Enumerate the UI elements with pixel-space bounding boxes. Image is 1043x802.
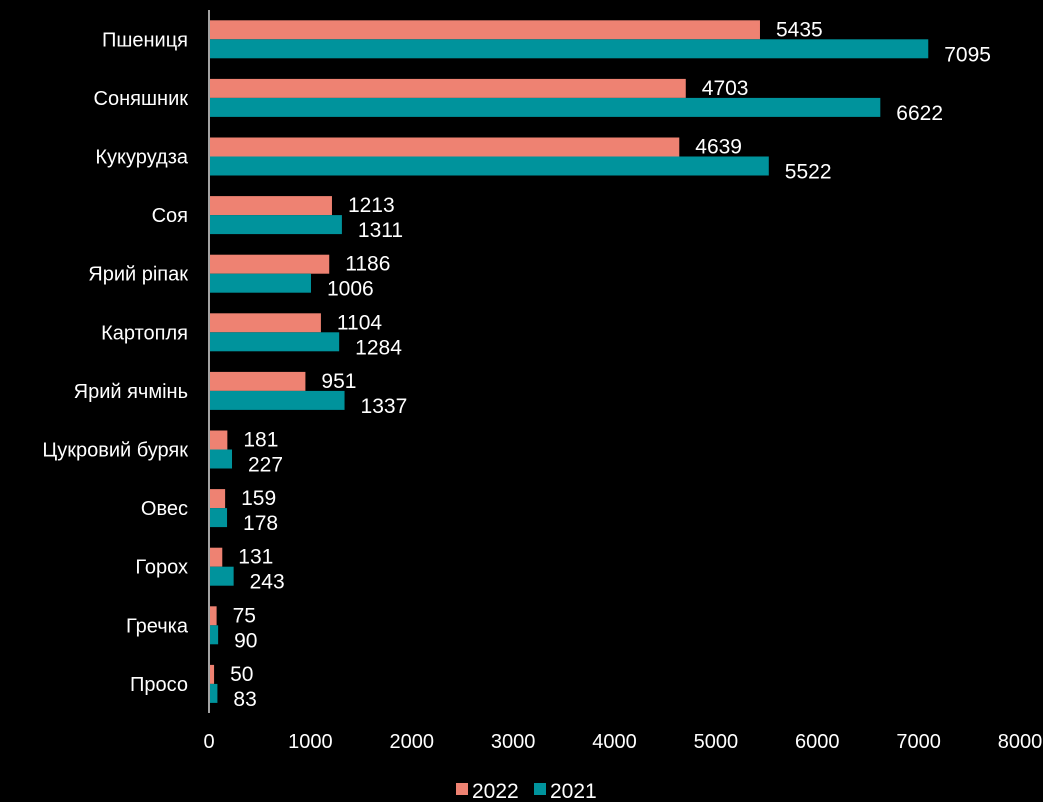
data-label-2022: 159 [241, 487, 276, 510]
x-tick-label: 2000 [390, 731, 435, 753]
data-label-2022: 951 [321, 370, 356, 393]
bar-2022 [210, 371, 306, 391]
category-label: Пшениця [102, 29, 188, 51]
data-label-2021: 1284 [355, 336, 402, 359]
data-label-2021: 6622 [896, 102, 943, 125]
bar-2021 [210, 566, 234, 586]
data-label-2022: 4703 [702, 77, 749, 100]
x-tick-label: 0 [203, 731, 214, 753]
data-label-2021: 83 [233, 688, 256, 711]
bar-2022 [210, 547, 223, 567]
legend-label-2022: 2022 [472, 780, 519, 802]
bar-2022 [210, 664, 215, 684]
bar-2021 [210, 449, 233, 469]
bar-2021 [210, 97, 881, 117]
bar-2022 [210, 254, 330, 274]
category-label: Просо [130, 674, 188, 696]
bar-2022 [210, 137, 680, 157]
bar-2021 [210, 332, 340, 352]
category-label: Кукурудза [95, 147, 188, 169]
data-label-2021: 7095 [944, 43, 991, 66]
data-label-2022: 1213 [348, 194, 395, 217]
bar-2022 [210, 430, 228, 450]
bar-2021 [210, 39, 929, 59]
category-label: Картопля [101, 322, 188, 344]
bar-2021 [210, 156, 769, 176]
x-tick-label: 6000 [795, 731, 840, 753]
data-label-2021: 90 [234, 629, 257, 652]
legend: 2022 2021 [456, 780, 597, 802]
bars-layer [210, 20, 929, 703]
data-label-2021: 243 [250, 571, 285, 594]
data-label-2021: 1337 [361, 395, 408, 418]
data-label-2022: 131 [238, 546, 273, 569]
bar-2022 [210, 196, 332, 216]
bar-2021 [210, 390, 345, 410]
bar-2021 [210, 683, 218, 703]
x-tick-label: 1000 [288, 731, 333, 753]
legend-label-2021: 2021 [550, 780, 597, 802]
category-labels-layer: Пшениця Соняшник Кукурудза Соя Ярий ріпак Кар… [42, 29, 188, 696]
bar-2022 [210, 606, 217, 626]
category-label: Соя [152, 205, 188, 227]
bar-2022 [210, 78, 686, 98]
legend-swatch-2022 [456, 783, 468, 795]
data-label-2021: 227 [248, 454, 283, 477]
category-label: Ярий ячмінь [74, 381, 188, 403]
bar-2022 [210, 489, 226, 509]
data-label-2022: 1186 [345, 253, 390, 276]
x-tick-label: 5000 [694, 731, 739, 753]
x-axis-ticks-layer: 0 1000 2000 3000 4000 5000 6000 7000 8000 [203, 731, 1042, 753]
category-label: Горох [135, 557, 188, 579]
data-label-2022: 50 [230, 663, 253, 686]
category-label: Ярий ріпак [88, 264, 188, 286]
data-label-2022: 4639 [695, 136, 742, 159]
bar-2021 [210, 508, 228, 528]
data-label-2022: 75 [233, 604, 256, 627]
legend-swatch-2021 [534, 783, 546, 795]
data-label-2021: 5522 [785, 161, 832, 184]
bar-2022 [210, 20, 760, 40]
bar-2021 [210, 215, 342, 235]
data-label-2022: 1104 [337, 311, 382, 334]
data-label-2021: 1311 [358, 219, 403, 242]
category-label: Соняшник [94, 88, 189, 110]
data-label-2022: 181 [243, 429, 278, 452]
category-label: Цукровий буряк [42, 440, 188, 462]
category-label: Гречка [126, 615, 189, 637]
x-tick-label: 8000 [998, 731, 1043, 753]
x-tick-label: 4000 [592, 731, 637, 753]
data-label-2021: 178 [243, 512, 278, 535]
bar-2022 [210, 313, 321, 333]
x-tick-label: 7000 [896, 731, 941, 753]
data-label-2022: 5435 [776, 18, 823, 41]
category-label: Овес [141, 498, 188, 520]
bar-2021 [210, 625, 219, 645]
data-label-2021: 1006 [327, 278, 374, 301]
x-tick-label: 3000 [491, 731, 536, 753]
bar-2021 [210, 273, 311, 293]
